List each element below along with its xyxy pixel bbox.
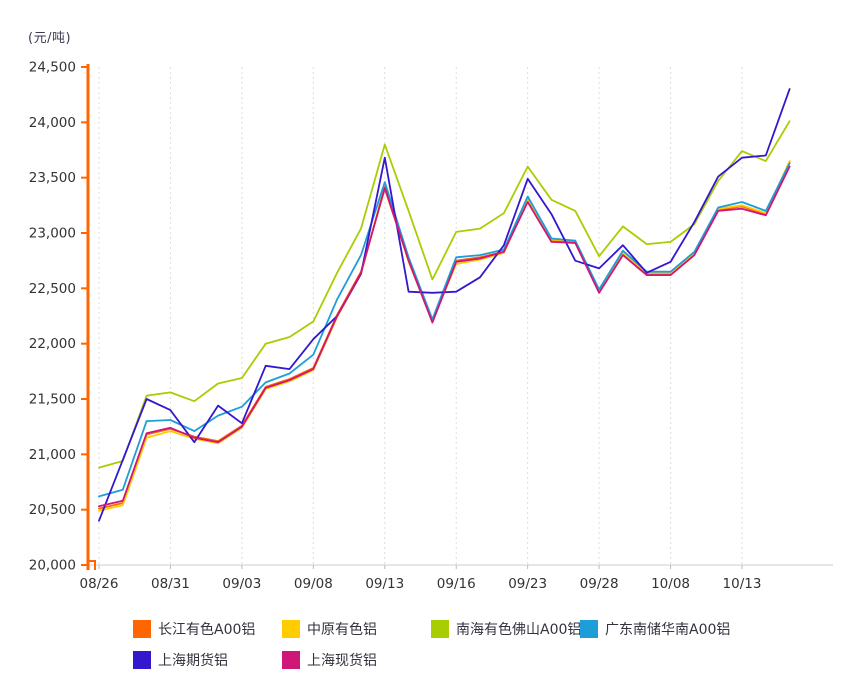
y-tick-label: 21,000 xyxy=(29,447,76,463)
chart-legend: 长江有色A00铝 中原有色铝 南海有色佛山A00铝 广东南储华南A00铝上海期货铝 上海… xyxy=(0,610,864,678)
legend-swatch-icon xyxy=(282,651,300,669)
legend-swatch-icon xyxy=(133,651,151,669)
x-tick-label: 08/31 xyxy=(151,576,190,592)
y-tick-label: 20,000 xyxy=(29,558,76,574)
legend-item-5[interactable]: 上海期货铝 xyxy=(133,650,228,670)
y-tick-label: 23,500 xyxy=(29,170,76,186)
y-tick-label: 23,000 xyxy=(29,226,76,242)
series-line-6 xyxy=(98,165,791,508)
x-tick-label: 09/28 xyxy=(580,576,619,592)
legend-item-4[interactable]: 广东南储华南A00铝 xyxy=(580,619,730,639)
legend-label: 南海有色佛山A00铝 xyxy=(456,622,582,638)
legend-label: 中原有色铝 xyxy=(307,622,377,638)
legend-item-6[interactable]: 上海现货铝 xyxy=(282,650,377,670)
series-line-1 xyxy=(98,161,791,510)
legend-item-3[interactable]: 南海有色佛山A00铝 xyxy=(431,619,581,639)
legend-label: 上海现货铝 xyxy=(307,653,377,669)
x-tick-label: 09/16 xyxy=(437,576,476,592)
price-chart: 08/26 08/31 09/03 09/08 09/13 09/16 09/23 09/28… xyxy=(29,60,833,592)
x-tick-label: 09/13 xyxy=(365,576,404,592)
series-line-4 xyxy=(98,162,791,498)
y-axis-unit-label: (元/吨) xyxy=(28,31,72,46)
x-tick-label: 09/08 xyxy=(294,576,333,592)
legend-item-1[interactable]: 长江有色A00铝 xyxy=(133,619,255,639)
y-tick-label: 20,500 xyxy=(29,502,76,518)
legend-swatch-icon xyxy=(580,620,598,638)
y-tick-label: 22,000 xyxy=(29,336,76,352)
y-tick-label: 24,000 xyxy=(29,115,76,131)
legend-label: 上海期货铝 xyxy=(158,653,228,669)
x-tick-label: 08/26 xyxy=(80,576,119,592)
price-chart-svg: 08/26 08/31 09/03 09/08 09/13 09/16 09/23 09/28… xyxy=(29,60,833,592)
legend-label: 长江有色A00铝 xyxy=(158,622,256,638)
x-tick-label: 10/08 xyxy=(651,576,690,592)
y-tick-label: 24,500 xyxy=(29,60,76,76)
y-tick-label: 21,500 xyxy=(29,392,76,408)
series-line-5 xyxy=(98,88,791,522)
legend-swatch-icon xyxy=(282,620,300,638)
x-tick-label: 09/23 xyxy=(508,576,547,592)
y-axis-foot xyxy=(89,560,96,570)
series-line-3 xyxy=(98,120,791,469)
legend-swatch-icon xyxy=(431,620,449,638)
y-tick-label: 22,500 xyxy=(29,281,76,297)
series-line-2 xyxy=(98,160,791,512)
legend-item-2[interactable]: 中原有色铝 xyxy=(282,619,377,639)
x-tick-label: 10/13 xyxy=(723,576,762,592)
x-tick-label: 09/03 xyxy=(222,576,261,592)
legend-swatch-icon xyxy=(133,620,151,638)
legend-label: 广东南储华南A00铝 xyxy=(605,622,731,638)
